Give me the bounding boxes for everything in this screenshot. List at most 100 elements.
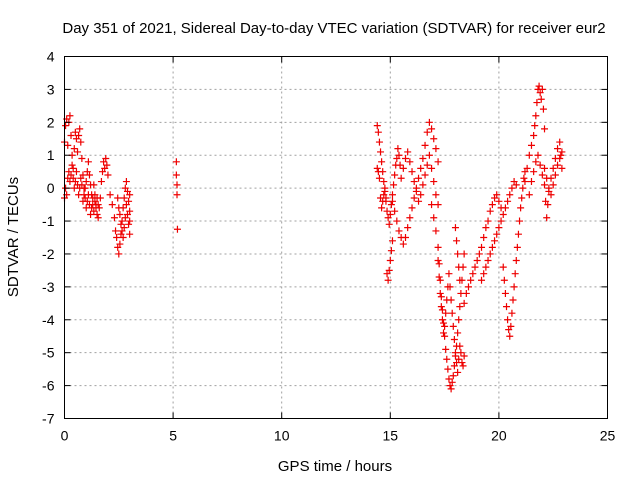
data-point [410, 178, 418, 186]
data-point [71, 128, 79, 136]
data-point [464, 283, 472, 291]
data-point [106, 191, 114, 199]
data-point [393, 217, 401, 225]
data-point [74, 148, 82, 156]
data-point [493, 230, 501, 238]
data-point [482, 224, 490, 232]
data-point [76, 125, 84, 133]
data-point [434, 158, 442, 166]
data-points [61, 82, 566, 393]
data-point [396, 161, 404, 169]
data-point [509, 296, 517, 304]
data-point [508, 184, 516, 192]
data-point [394, 145, 402, 153]
data-point [64, 141, 72, 149]
data-point [102, 155, 110, 163]
data-point [425, 151, 433, 159]
y-tick-label: 4 [47, 49, 55, 65]
data-point [486, 207, 494, 215]
data-point [118, 217, 126, 225]
data-point [475, 250, 483, 258]
data-point [458, 276, 466, 284]
data-point [535, 82, 543, 90]
data-point [430, 214, 438, 222]
data-point [534, 151, 542, 159]
data-point [436, 276, 444, 284]
data-point [126, 230, 134, 238]
data-point [446, 283, 454, 291]
data-point [445, 270, 453, 278]
data-point [440, 319, 448, 327]
data-point [428, 201, 436, 209]
data-point [491, 237, 499, 245]
data-point [81, 184, 89, 192]
data-point [458, 359, 466, 367]
data-point [513, 243, 521, 251]
data-point [406, 158, 414, 166]
x-tick-label: 10 [274, 428, 290, 444]
data-point [516, 217, 524, 225]
data-point [85, 171, 93, 179]
data-point [112, 227, 120, 235]
data-point [531, 122, 539, 130]
data-point [379, 197, 387, 205]
x-tick-label: 15 [383, 428, 399, 444]
data-point [480, 234, 488, 241]
data-point [435, 273, 443, 281]
y-tick-label: 1 [47, 147, 55, 163]
data-point [419, 155, 427, 163]
data-point [440, 329, 448, 337]
data-point [544, 201, 552, 209]
data-point [104, 171, 112, 179]
data-point [488, 201, 496, 209]
data-point [556, 138, 564, 146]
data-point [173, 225, 181, 233]
data-point [454, 329, 462, 337]
data-point [486, 250, 494, 258]
data-point [126, 217, 134, 225]
data-point [506, 332, 514, 340]
data-point [380, 178, 388, 186]
data-point [495, 197, 503, 205]
data-point [395, 227, 403, 235]
data-point [406, 214, 414, 222]
data-point [532, 158, 540, 166]
data-point [423, 161, 431, 169]
data-point [116, 210, 124, 218]
data-point [77, 174, 85, 182]
data-point [449, 322, 457, 330]
data-point [512, 181, 520, 189]
data-point [419, 181, 427, 189]
data-point [436, 289, 444, 297]
data-point [434, 257, 442, 265]
data-point [457, 349, 465, 357]
data-point [67, 131, 75, 139]
data-point [383, 207, 391, 215]
data-point [525, 191, 533, 199]
x-tick-label: 0 [61, 428, 69, 444]
data-point [430, 135, 438, 143]
y-tick-label: -3 [42, 279, 55, 295]
data-point [527, 141, 535, 149]
data-point [519, 184, 527, 192]
data-point [521, 178, 529, 186]
data-point [497, 217, 505, 225]
data-point [533, 99, 541, 107]
data-point [541, 181, 549, 189]
chart-title: Day 351 of 2021, Sidereal Day-to-day VTE… [62, 20, 605, 37]
data-point [80, 191, 88, 199]
data-point [469, 270, 477, 278]
data-point [93, 194, 101, 202]
data-point [397, 174, 405, 182]
data-point [375, 174, 383, 182]
data-point [382, 194, 390, 202]
data-point [434, 243, 442, 251]
data-point [525, 151, 533, 159]
data-point [456, 342, 464, 350]
data-point [480, 270, 488, 278]
data-point [408, 168, 416, 176]
data-point [386, 210, 394, 218]
data-point [388, 191, 396, 199]
data-point [108, 201, 116, 209]
data-point [450, 336, 458, 344]
